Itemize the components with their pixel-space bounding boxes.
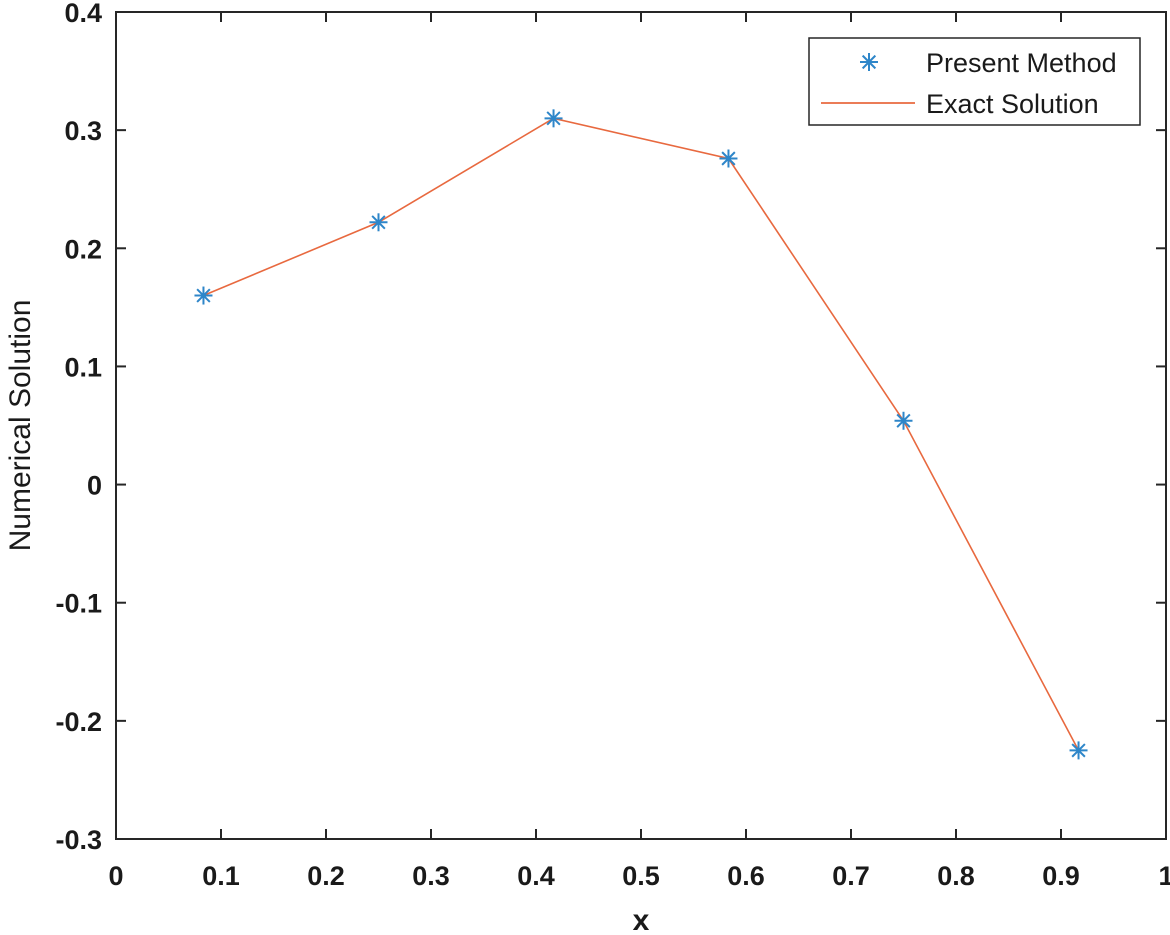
legend: Present Method Exact Solution bbox=[808, 37, 1141, 126]
x-axis-ticks: 0 0.1 0.2 0.3 0.4 0.5 0.6 0.7 0.8 0.9 1 bbox=[108, 12, 1170, 891]
x-tick-label: 0.5 bbox=[622, 861, 660, 891]
y-tick-label: -0.3 bbox=[55, 825, 102, 855]
y-axis-ticks: -0.3 -0.2 -0.1 0 0.1 0.2 0.3 0.4 bbox=[55, 0, 1166, 855]
legend-swatch-marker bbox=[860, 53, 878, 71]
x-axis-label: x bbox=[633, 904, 650, 935]
x-tick-label: 0.9 bbox=[1042, 861, 1080, 891]
y-tick-label: 0.3 bbox=[64, 116, 102, 146]
x-tick-label: 1 bbox=[1158, 861, 1170, 891]
y-tick-label: -0.1 bbox=[55, 589, 102, 619]
legend-box bbox=[808, 37, 1141, 126]
x-tick-label: 0 bbox=[108, 861, 123, 891]
x-tick-label: 0.1 bbox=[202, 861, 240, 891]
marker-stroke bbox=[546, 111, 561, 126]
marker-stroke bbox=[371, 215, 386, 230]
y-tick-label: 0.1 bbox=[64, 352, 102, 382]
y-axis-label: Numerical Solution bbox=[4, 300, 37, 552]
data-point-present-method bbox=[1069, 741, 1088, 760]
marker-stroke bbox=[721, 151, 736, 166]
legend-label: Present Method bbox=[926, 48, 1117, 78]
x-tick-label: 0.2 bbox=[307, 861, 345, 891]
data-point-present-method bbox=[894, 411, 913, 430]
series-line-exact-solution bbox=[203, 117, 1080, 751]
series-layer bbox=[194, 109, 1088, 760]
data-point-present-method bbox=[544, 109, 563, 128]
y-tick-label: 0 bbox=[87, 471, 102, 501]
marker-stroke bbox=[896, 413, 911, 428]
data-point-present-method bbox=[369, 213, 388, 232]
y-tick-label: 0.2 bbox=[64, 234, 102, 264]
legend-entries: Present Method Exact Solution bbox=[821, 48, 1117, 119]
x-tick-label: 0.7 bbox=[832, 861, 870, 891]
y-tick-label: -0.2 bbox=[55, 707, 102, 737]
data-point-present-method bbox=[719, 149, 738, 168]
marker-stroke bbox=[1071, 743, 1086, 758]
legend-label: Exact Solution bbox=[926, 89, 1099, 119]
x-tick-label: 0.8 bbox=[937, 861, 975, 891]
x-tick-label: 0.6 bbox=[727, 861, 765, 891]
x-tick-label: 0.4 bbox=[517, 861, 555, 891]
marker-stroke bbox=[861, 54, 877, 70]
x-tick-label: 0.3 bbox=[412, 861, 450, 891]
y-tick-label: 0.4 bbox=[64, 0, 102, 28]
plot-area bbox=[115, 11, 1167, 840]
data-point-present-method bbox=[194, 286, 213, 305]
marker-stroke bbox=[196, 288, 211, 303]
